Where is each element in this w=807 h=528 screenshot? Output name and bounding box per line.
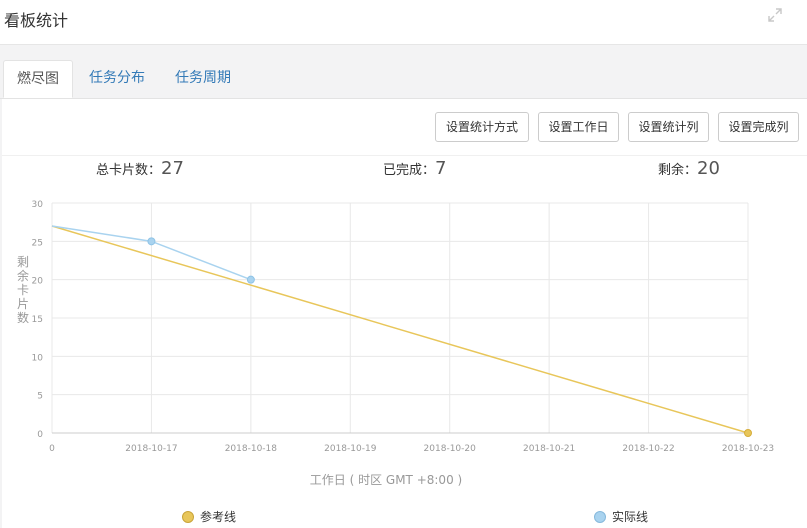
stat-total: 总卡片数：27 [96, 158, 184, 179]
set-stat-columns-button[interactable]: 设置统计列 [628, 112, 709, 142]
stat-total-value: 27 [161, 158, 184, 179]
tab-task-distribution[interactable]: 任务分布 [89, 70, 145, 86]
tab-bar: 燃尽图 任务分布 任务周期 [0, 45, 807, 99]
stat-remaining: 剩余：20 [658, 158, 720, 179]
legend-reference-label: 参考线 [200, 510, 237, 524]
set-done-columns-button[interactable]: 设置完成列 [718, 112, 799, 142]
legend-actual-label: 实际线 [612, 510, 649, 524]
legend-actual[interactable]: 实际线 [594, 508, 648, 525]
stat-remaining-value: 20 [697, 158, 720, 179]
tab-burndown[interactable]: 燃尽图 [3, 60, 73, 98]
tab-task-cycle[interactable]: 任务周期 [175, 70, 231, 86]
legend-reference-swatch [182, 511, 194, 523]
set-workday-button[interactable]: 设置工作日 [538, 112, 619, 142]
title-bar: 看板统计 [0, 0, 807, 45]
page-title: 看板统计 [4, 11, 69, 30]
stat-remaining-label: 剩余： [658, 163, 698, 178]
legend-actual-swatch [594, 511, 606, 523]
expand-icon[interactable] [767, 7, 783, 23]
stat-done-label: 已完成： [383, 163, 436, 178]
stat-total-label: 总卡片数： [96, 163, 162, 178]
legend-reference[interactable]: 参考线 [182, 508, 236, 525]
set-stat-method-button[interactable]: 设置统计方式 [435, 112, 529, 142]
stat-done-value: 7 [435, 158, 447, 179]
stat-done: 已完成：7 [383, 158, 446, 179]
